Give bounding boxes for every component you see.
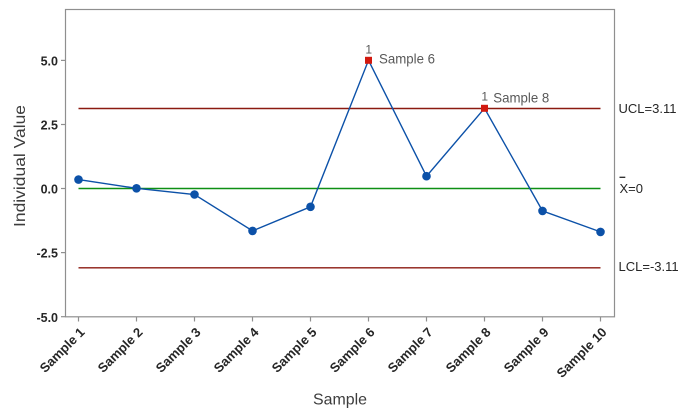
svg-text:X=0: X=0 bbox=[620, 181, 644, 196]
svg-text:Sample 3: Sample 3 bbox=[153, 325, 204, 376]
svg-text:-5.0: -5.0 bbox=[36, 311, 58, 325]
svg-text:Sample 9: Sample 9 bbox=[501, 325, 552, 376]
svg-text:2.5: 2.5 bbox=[41, 119, 58, 133]
svg-text:-2.5: -2.5 bbox=[36, 247, 58, 261]
svg-text:Sample 6: Sample 6 bbox=[379, 51, 435, 67]
svg-text:Sample: Sample bbox=[313, 392, 367, 409]
svg-text:Sample 7: Sample 7 bbox=[385, 325, 436, 376]
svg-text:1: 1 bbox=[365, 42, 372, 56]
svg-text:Individual Value: Individual Value bbox=[12, 105, 29, 227]
svg-text:1: 1 bbox=[481, 90, 488, 104]
svg-text:Sample 4: Sample 4 bbox=[211, 324, 263, 376]
svg-text:UCL=3.11: UCL=3.11 bbox=[619, 101, 677, 116]
svg-text:0.0: 0.0 bbox=[41, 183, 58, 197]
svg-text:Sample 8: Sample 8 bbox=[493, 90, 549, 106]
svg-text:Sample 5: Sample 5 bbox=[269, 325, 320, 376]
svg-text:LCL=-3.11: LCL=-3.11 bbox=[619, 259, 679, 274]
svg-text:Sample 2: Sample 2 bbox=[95, 325, 146, 376]
svg-text:Sample 1: Sample 1 bbox=[37, 325, 88, 376]
svg-text:Sample 8: Sample 8 bbox=[443, 325, 494, 376]
svg-text:5.0: 5.0 bbox=[41, 55, 58, 69]
svg-text:Sample 10: Sample 10 bbox=[554, 325, 610, 381]
svg-text:Sample 6: Sample 6 bbox=[327, 325, 378, 376]
